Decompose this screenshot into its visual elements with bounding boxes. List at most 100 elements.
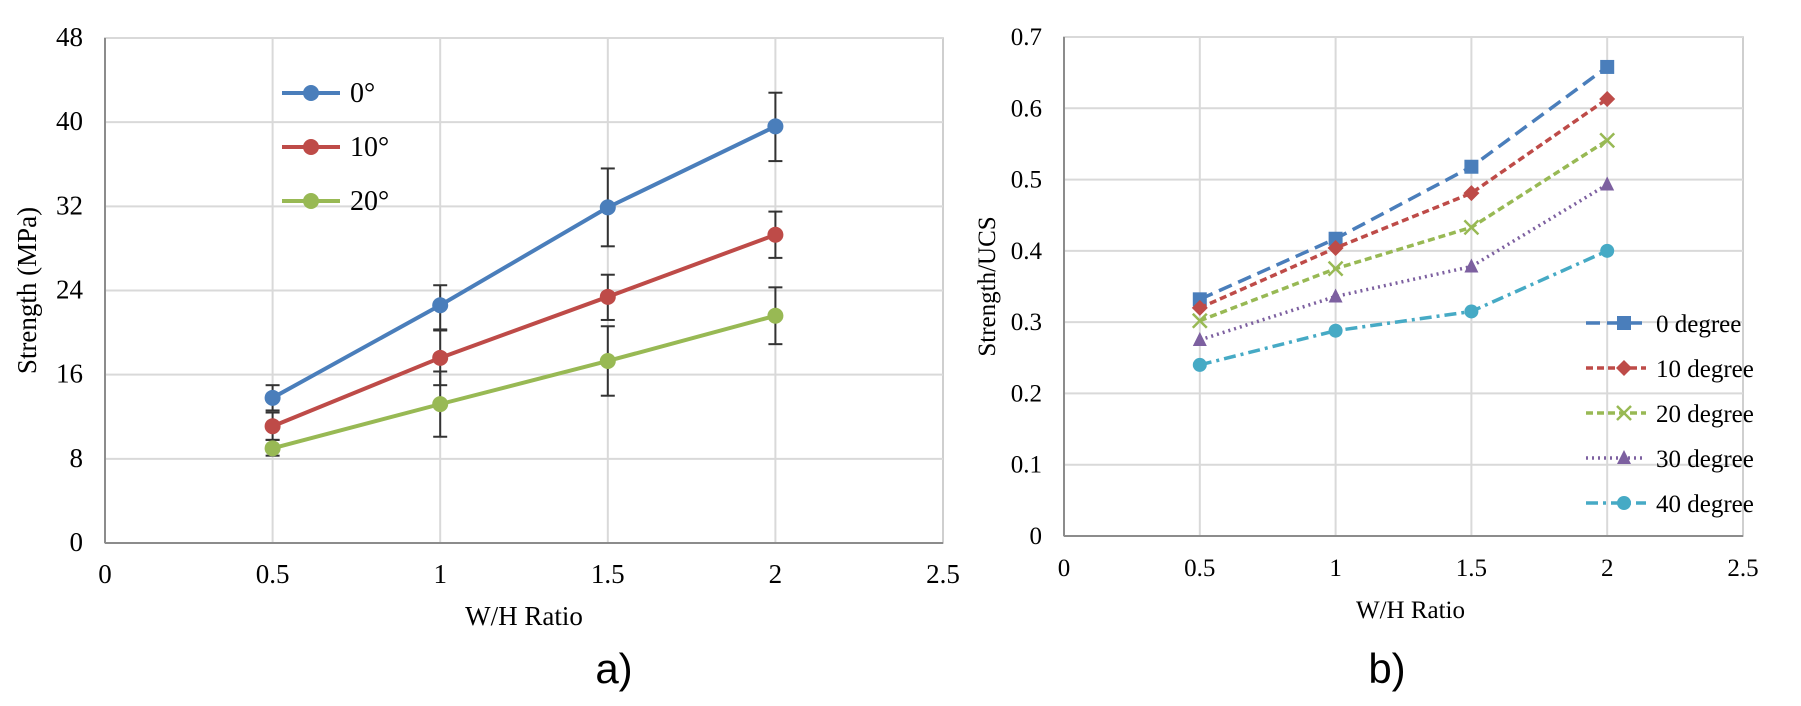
- a-series-line-1: [271, 232, 777, 429]
- b-y-tick-label: 0: [1030, 523, 1043, 550]
- b-legend-marker: [1617, 496, 1631, 510]
- b-x-tick-label: 2.5: [1727, 555, 1758, 582]
- a-x-tick-label: 0: [98, 559, 112, 589]
- a-series-2: [264, 286, 784, 457]
- b-data-point: [1328, 231, 1343, 246]
- b-data-point: [1599, 91, 1616, 108]
- a-data-point: [264, 389, 281, 406]
- b-y-axis-title: Strength/UCS: [974, 216, 1001, 356]
- b-series-line-3: [1199, 183, 1609, 342]
- a-legend-label: 10°: [350, 132, 389, 163]
- b-legend-marker-stroke-2: [1616, 405, 1632, 421]
- b-x-axis-title: W/H Ratio: [1356, 597, 1465, 624]
- a-data-point: [767, 118, 784, 135]
- chart-b: 0 0.5 1 1.5 2 2.5 0 0.1 0.2 0.3 0.4 0.5 0.6 0.7 W/H Ra…: [960, 0, 1801, 701]
- a-y-tick-label: 24: [56, 275, 84, 305]
- b-series-2: [1191, 132, 1616, 329]
- a-y-tick-label: 32: [56, 190, 83, 220]
- b-data-point: [1328, 323, 1343, 338]
- a-data-point: [599, 352, 616, 369]
- a-x-tick-label: 1: [433, 559, 447, 589]
- b-series-line-1: [1199, 97, 1609, 310]
- a-panel-label: a): [595, 645, 632, 692]
- b-data-point-stroke-2: [1327, 260, 1344, 277]
- a-legend: 0° 10° 20°: [282, 78, 389, 217]
- b-data-point: [1191, 312, 1208, 329]
- chart-b-svg: 0 0.5 1 1.5 2 2.5 0 0.1 0.2 0.3 0.4 0.5 0.6 0.7 W/H Ra…: [974, 24, 1759, 692]
- b-legend-marker: [1617, 316, 1631, 330]
- a-data-point: [599, 288, 616, 305]
- a-legend-label: 20°: [350, 186, 389, 217]
- b-data-point: [1464, 304, 1479, 319]
- b-legend-label: 40 degree: [1656, 491, 1754, 518]
- b-series-1: [1191, 91, 1616, 316]
- b-series-line-2: [1199, 138, 1609, 323]
- b-legend-label: 30 degree: [1656, 446, 1754, 473]
- b-data-point: [1464, 159, 1479, 174]
- b-data-point-stroke-2: [1463, 219, 1480, 236]
- b-y-tick-label: 0.6: [1011, 95, 1042, 122]
- a-y-tick-label: 8: [70, 443, 84, 473]
- a-legend-marker: [303, 139, 319, 155]
- a-data-point: [264, 440, 281, 457]
- b-data-point: [1192, 292, 1207, 307]
- b-x-tick-label: 0.5: [1184, 555, 1215, 582]
- b-series-3: [1192, 176, 1615, 346]
- a-legend-label: 0°: [350, 78, 375, 109]
- b-series-4: [1192, 243, 1615, 372]
- b-legend-label: 0 degree: [1656, 311, 1741, 338]
- b-plot-area: [1063, 36, 1744, 537]
- a-y-tick-label: 40: [56, 106, 83, 136]
- a-series-0: [264, 91, 784, 412]
- b-x-tick-label: 1: [1329, 555, 1342, 582]
- b-data-point: [1327, 240, 1344, 257]
- b-data-point: [1192, 357, 1207, 372]
- b-legend-marker: [1617, 450, 1631, 464]
- a-y-tick-label: 16: [56, 359, 83, 389]
- b-data-point: [1327, 260, 1344, 277]
- a-x-tick-label: 2.5: [926, 559, 960, 589]
- b-y-tick-label: 0.3: [1011, 309, 1042, 336]
- b-panel-label: b): [1368, 645, 1405, 692]
- b-data-point: [1463, 219, 1480, 236]
- a-series-line-2: [272, 313, 776, 451]
- a-data-point: [432, 396, 449, 413]
- b-legend-label: 10 degree: [1656, 356, 1754, 383]
- a-legend-marker: [303, 85, 319, 101]
- b-data-point: [1599, 132, 1616, 149]
- a-x-axis-title: W/H Ratio: [465, 601, 583, 631]
- a-x-tick-label: 0.5: [256, 559, 290, 589]
- b-y-tick-label: 0.2: [1011, 380, 1042, 407]
- a-y-tick-label: 48: [56, 22, 83, 52]
- b-y-tick-label: 0.5: [1011, 167, 1042, 194]
- a-x-tick-label: 2: [769, 559, 783, 589]
- a-data-point: [599, 199, 616, 216]
- a-data-point: [432, 297, 449, 314]
- b-y-tick-label: 0.1: [1011, 452, 1042, 479]
- b-legend-marker: [1616, 405, 1632, 421]
- b-x-tick-label: 0: [1058, 555, 1071, 582]
- a-data-point: [432, 349, 449, 366]
- b-y-tick-label: 0.4: [1011, 238, 1043, 265]
- a-y-axis-title: Strength (MPa): [12, 207, 42, 374]
- a-data-point: [767, 307, 784, 324]
- b-series-line-4: [1199, 249, 1608, 367]
- b-series-0: [1192, 59, 1615, 307]
- a-y-tick-label: 0: [70, 527, 84, 557]
- b-data-point: [1600, 176, 1615, 191]
- b-data-point: [1328, 288, 1343, 303]
- b-series-line-0: [1199, 65, 1609, 301]
- a-data-point: [264, 418, 281, 435]
- a-x-tick-label: 1.5: [591, 559, 625, 589]
- b-legend-label: 20 degree: [1656, 401, 1754, 428]
- b-x-tick-label: 1.5: [1456, 555, 1487, 582]
- a-series-line-0: [271, 124, 777, 400]
- b-x-tick-label: 2: [1601, 555, 1614, 582]
- b-data-point: [1600, 59, 1615, 74]
- b-data-point: [1192, 331, 1207, 346]
- b-data-point: [1464, 258, 1479, 273]
- b-data-point-stroke-2: [1191, 312, 1208, 329]
- b-data-point: [1600, 243, 1615, 258]
- chart-a-svg: 0 0.5 1 1.5 2 2.5 0 8 16 24 32 40 48 W/H Ratio Strengt…: [12, 22, 960, 692]
- a-legend-marker: [303, 193, 319, 209]
